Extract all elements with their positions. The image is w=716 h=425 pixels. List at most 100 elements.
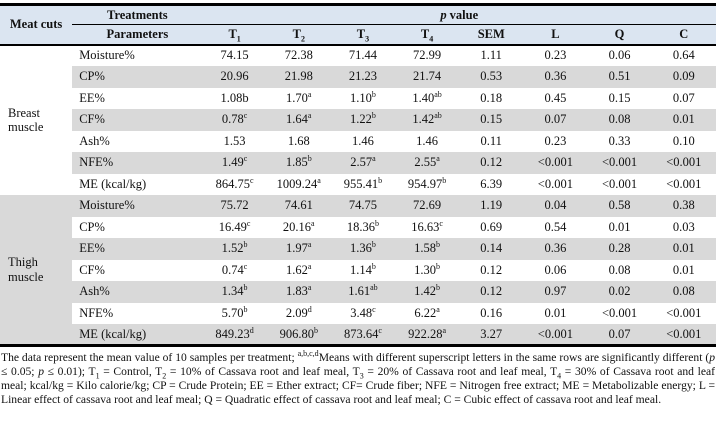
parameter-label: CP% (72, 66, 203, 88)
table-cell: 0.10 (651, 130, 716, 152)
treatments-header: Treatments (72, 4, 203, 25)
table-cell: 0.07 (523, 109, 588, 131)
table-row: ME (kcal/kg) 864.75c 1009.24a 955.41b 954.97… (0, 173, 716, 195)
table-cell: 1.46 (330, 130, 395, 152)
table-cell: 0.07 (587, 324, 652, 346)
table-cell: 0.06 (523, 259, 588, 281)
table-cell: 0.74c (202, 259, 267, 281)
table-cell: 1.10b (330, 87, 395, 109)
table-cell: 849.23d (202, 324, 267, 346)
table-cell: 0.07 (651, 87, 716, 109)
table-cell: 0.02 (587, 281, 652, 303)
table-cell: 873.64c (330, 324, 395, 346)
table-cell: 1.19 (459, 195, 524, 217)
table-cell: 21.98 (266, 66, 331, 88)
table-cell: 21.23 (330, 66, 395, 88)
column-header-t1: T1 (202, 24, 267, 46)
table-cell: <0.001 (587, 302, 652, 324)
table-cell: 74.15 (202, 44, 267, 66)
table-cell: 1.49c (202, 152, 267, 174)
table-cell: 0.69 (459, 216, 524, 238)
table-cell: 1.64a (266, 109, 331, 131)
table-cell: 0.45 (523, 87, 588, 109)
column-header-t3: T3 (330, 24, 395, 46)
table-cell: 1.11 (459, 44, 524, 66)
table-cell: 21.74 (395, 66, 460, 88)
parameter-label: Moisture% (72, 195, 203, 217)
table-cell: 1.08b (202, 87, 267, 109)
table-cell: 0.01 (523, 302, 588, 324)
table-cell: 1.42b (395, 281, 460, 303)
table-cell: 20.16a (266, 216, 331, 238)
table-row: Thigh muscle Moisture% 75.72 74.61 74.75 72.6… (0, 195, 716, 346)
table-cell: 0.64 (651, 44, 716, 66)
parameter-label: EE% (72, 238, 203, 260)
table-cell: 1.34b (202, 281, 267, 303)
table-cell: 74.75 (330, 195, 395, 217)
table-cell: 2.55a (395, 152, 460, 174)
header-row-top: Meat cuts Treatments p value (0, 4, 716, 46)
parameter-label: CP% (72, 216, 203, 238)
table-cell: 0.33 (587, 130, 652, 152)
table-cell: 16.63c (395, 216, 460, 238)
table-cell: 0.06 (587, 44, 652, 66)
parameter-label: ME (kcal/kg) (72, 173, 203, 195)
table-cell: 906.80b (266, 324, 331, 346)
p-value-header: p value (202, 4, 716, 25)
table-cell: 1.83a (266, 281, 331, 303)
group-label: Breast muscle (0, 44, 73, 195)
table-cell: <0.001 (651, 173, 716, 195)
table-cell: <0.001 (523, 173, 588, 195)
table-cell: 0.15 (587, 87, 652, 109)
parameters-header: Parameters (72, 24, 203, 46)
table-cell: 0.36 (523, 238, 588, 260)
table-row: CP% 16.49c 20.16a 18.36b 16.63c 0.69 0.54 0.01 0… (0, 216, 716, 238)
parameter-label: Ash% (72, 130, 203, 152)
table-cell: 18.36b (330, 216, 395, 238)
meat-cuts-header: Meat cuts (0, 4, 73, 46)
parameter-label: Ash% (72, 281, 203, 303)
table-cell: <0.001 (651, 324, 716, 346)
column-header-l: L (523, 24, 588, 46)
table-cell: 71.44 (330, 44, 395, 66)
table-cell: 922.28a (395, 324, 460, 346)
table-row: Ash% 1.34b 1.83a 1.61ab 1.42b 0.12 0.97 0.02 0.0… (0, 281, 716, 303)
table-cell: 0.04 (523, 195, 588, 217)
table-cell: 0.54 (523, 216, 588, 238)
table-cell: 1.62a (266, 259, 331, 281)
table-header: Meat cuts Treatments p value Parameters T… (0, 4, 716, 46)
table-cell: 0.36 (523, 66, 588, 88)
table-cell: 0.08 (651, 281, 716, 303)
table-cell: 0.14 (459, 238, 524, 260)
parameter-label: NFE% (72, 152, 203, 174)
table-cell: 0.03 (651, 216, 716, 238)
table-cell: 1.46 (395, 130, 460, 152)
meat-cuts-analysis-table: Meat cuts Treatments p value Parameters T… (0, 3, 716, 347)
table-cell: 1.53 (202, 130, 267, 152)
table-row: EE% 1.08b 1.70a 1.10b 1.40ab 0.18 0.45 0.15 0.07 (0, 87, 716, 109)
table-cell: 0.97 (523, 281, 588, 303)
table-cell: 1.85b (266, 152, 331, 174)
table-cell: 0.09 (651, 66, 716, 88)
p-value-italic-p: p (440, 7, 447, 22)
column-header-c: C (651, 24, 716, 46)
parameter-label: Moisture% (72, 44, 203, 66)
table-cell: 0.51 (587, 66, 652, 88)
table-cell: 1.68 (266, 130, 331, 152)
table-cell: 1.58b (395, 238, 460, 260)
table-cell: 0.38 (651, 195, 716, 217)
header-row-sub: Parameters T1 T2 T3 T4 SEM L Q C (0, 24, 716, 46)
table-cell: <0.001 (587, 152, 652, 174)
table-cell: 0.01 (651, 109, 716, 131)
table-cell: 1.42ab (395, 109, 460, 131)
table-cell: 954.97b (395, 173, 460, 195)
table-cell: 0.28 (587, 238, 652, 260)
table-cell: 0.16 (459, 302, 524, 324)
table-cell: 0.12 (459, 259, 524, 281)
table-row: Ash% 1.53 1.68 1.46 1.46 0.11 0.23 0.33 0.10 (0, 130, 716, 152)
table-cell: 16.49c (202, 216, 267, 238)
table-cell: 3.48c (330, 302, 395, 324)
table-cell: 2.57a (330, 152, 395, 174)
column-header-t2: T2 (266, 24, 331, 46)
table-cell: 1.97a (266, 238, 331, 260)
